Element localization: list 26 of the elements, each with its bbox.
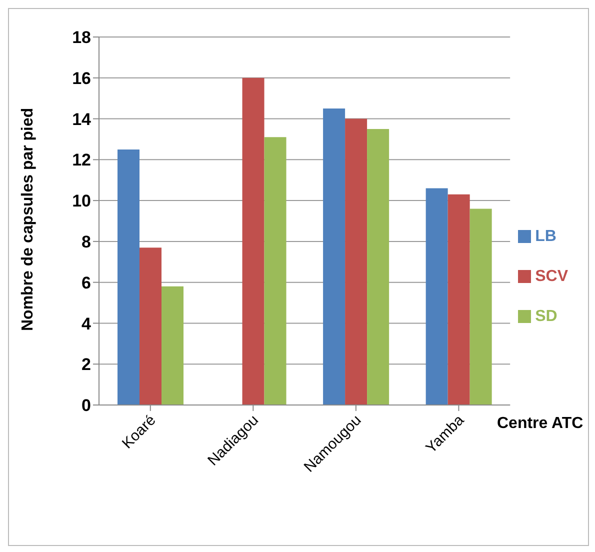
bar	[242, 78, 264, 405]
y-tick-label: 10	[72, 192, 91, 211]
bar	[470, 208, 492, 405]
bar	[426, 188, 448, 405]
bar	[367, 129, 390, 405]
y-tick-label: 18	[72, 28, 91, 48]
bar	[140, 248, 162, 405]
y-tick-label: 4	[82, 314, 92, 334]
bar	[448, 194, 470, 405]
y-tick-label: 6	[82, 273, 91, 292]
bar	[264, 137, 286, 405]
y-tick-label: 0	[82, 396, 91, 416]
y-tick-label: 12	[72, 150, 91, 170]
legend-label: SCV	[535, 268, 568, 285]
legend-label: SD	[535, 308, 558, 325]
legend-label: LB	[535, 228, 556, 245]
y-tick-label: 16	[72, 68, 91, 88]
y-tick-label: 2	[82, 355, 91, 374]
bar	[323, 108, 346, 405]
bar	[345, 118, 368, 405]
bar	[118, 149, 140, 405]
bar	[162, 286, 184, 405]
y-axis-title: Nombre de capsules par pied	[20, 108, 37, 331]
x-axis-title: Centre ATC	[497, 415, 584, 433]
y-tick-label: 8	[82, 232, 91, 252]
y-tick-label: 14	[72, 110, 92, 129]
